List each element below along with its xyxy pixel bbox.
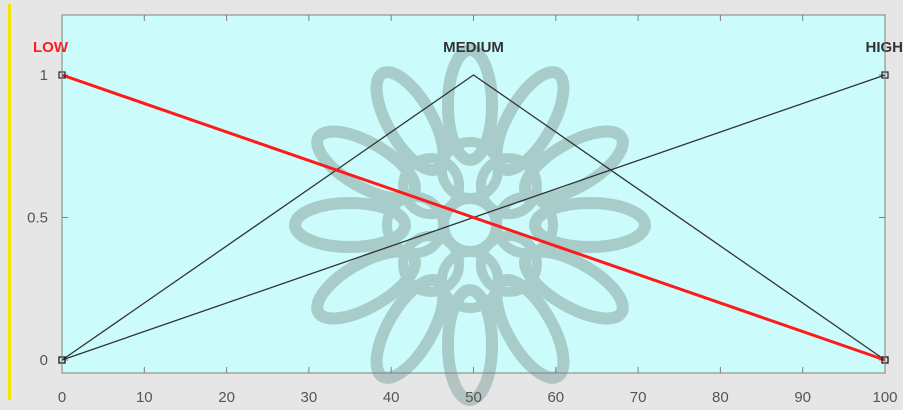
y-tick-labels: 00.51 [27, 67, 48, 369]
mf-label-high: HIGH [866, 39, 903, 56]
watermark-ring [398, 230, 465, 297]
x-tick-label: 0 [58, 389, 66, 406]
x-tick-label: 80 [712, 389, 729, 406]
y-tick-label: 0.5 [27, 210, 48, 227]
watermark-ring [398, 153, 465, 220]
selection-accent-bar [8, 4, 11, 400]
watermark-emblem [289, 44, 651, 406]
x-tick-label: 90 [794, 389, 811, 406]
x-tick-label: 30 [301, 389, 318, 406]
axis-ticks [61, 15, 886, 373]
watermark-petal [289, 197, 411, 253]
y-tick-label: 0 [40, 352, 48, 369]
series-lines [61, 73, 886, 362]
x-tick-label: 50 [465, 389, 482, 406]
x-tick-label: 60 [547, 389, 564, 406]
mf-labels: LOW MEDIUM HIGH [33, 39, 903, 56]
x-tick-label: 100 [872, 389, 897, 406]
y-tick-label: 1 [40, 67, 48, 84]
x-tick-label: 70 [630, 389, 647, 406]
x-tick-label: 10 [136, 389, 153, 406]
mf-label-low: LOW [33, 39, 69, 56]
watermark-petal [529, 197, 651, 253]
watermark-ring [475, 230, 542, 297]
watermark-petal [442, 284, 498, 406]
mf-label-medium: MEDIUM [443, 39, 504, 56]
series-line-medium[interactable] [61, 74, 886, 361]
x-tick-label: 20 [218, 389, 235, 406]
watermark-ring [475, 153, 542, 220]
plot-border [61, 14, 886, 374]
series-line-low[interactable] [61, 73, 886, 362]
x-tick-label: 40 [383, 389, 400, 406]
watermark-petal [442, 44, 498, 166]
x-tick-labels: 0 10 20 30 40 50 60 70 80 90 100 [58, 389, 898, 406]
